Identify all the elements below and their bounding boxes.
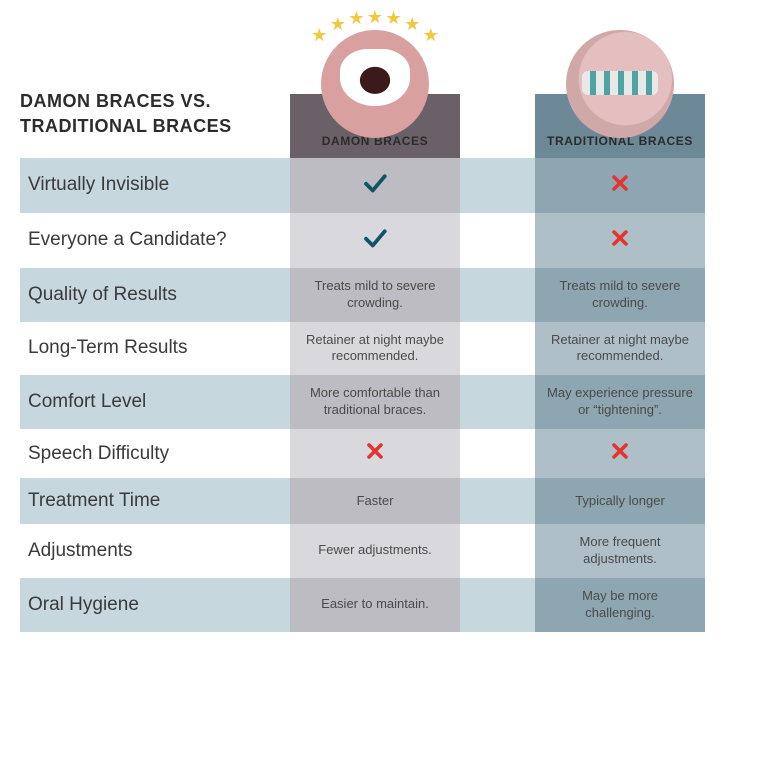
cell-text: May be more challenging. [535,578,705,632]
cross-icon [608,226,632,255]
trad-image [566,30,674,138]
feature-label: Everyone a Candidate? [20,213,290,268]
feature-label: Oral Hygiene [20,578,290,632]
feature-label: Quality of Results [20,268,290,322]
star-icon: ★ [386,9,402,27]
header-row: DAMON BRACES VS. TRADITIONAL BRACES ★ ★ … [20,30,748,158]
star-icon: ★ [367,8,383,26]
table-row: Virtually Invisible [20,158,748,213]
feature-label: Long-Term Results [20,322,290,376]
star-icon: ★ [404,15,420,33]
check-icon [360,223,390,258]
table-row: Everyone a Candidate? [20,213,748,268]
table-row: Long-Term ResultsRetainer at night maybe… [20,322,748,376]
cell-text: Retainer at night maybe recommended. [535,322,705,376]
row-gap [460,322,535,376]
cell-icon [290,429,460,478]
cross-icon [608,171,632,200]
cell-text: Typically longer [535,478,705,524]
cell-icon [290,213,460,268]
cell-text: Easier to maintain. [290,578,460,632]
page-title: DAMON BRACES VS. TRADITIONAL BRACES [20,89,290,158]
cross-icon [363,439,387,468]
row-gap [460,213,535,268]
star-icon: ★ [348,9,364,27]
cell-icon [535,158,705,213]
cell-icon [535,213,705,268]
table-row: Speech Difficulty [20,429,748,478]
comparison-table: DAMON BRACES VS. TRADITIONAL BRACES ★ ★ … [0,0,768,652]
cell-text: More comfortable than traditional braces… [290,375,460,429]
row-gap [460,578,535,632]
table-row: Comfort LevelMore comfortable than tradi… [20,375,748,429]
row-gap [460,478,535,524]
cell-text: Faster [290,478,460,524]
row-gap [460,429,535,478]
table-row: Treatment TimeFaster Typically longer [20,478,748,524]
cell-text: Treats mild to severe crowding. [290,268,460,322]
star-icon: ★ [311,26,327,44]
row-gap [460,375,535,429]
row-gap [460,268,535,322]
check-icon [360,168,390,203]
cell-text: Treats mild to severe crowding. [535,268,705,322]
star-rating: ★ ★ ★ ★ ★ ★ ★ [312,8,438,28]
feature-label: Treatment Time [20,478,290,524]
row-gap [460,524,535,578]
cell-text: May experience pressure or “tightening”. [535,375,705,429]
star-icon: ★ [423,26,439,44]
cell-text: Retainer at night maybe recommended. [290,322,460,376]
column-header-damon: ★ ★ ★ ★ ★ ★ ★ DAMON BRACES [290,30,460,158]
feature-label: Adjustments [20,524,290,578]
cell-text: Fewer adjustments. [290,524,460,578]
table-row: Oral HygieneEasier to maintain. May be mo… [20,578,748,632]
cell-icon [290,158,460,213]
row-gap [460,158,535,213]
table-row: Quality of ResultsTreats mild to severe … [20,268,748,322]
rows-container: Virtually InvisibleEveryone a Candidate?… [20,158,748,632]
star-icon: ★ [330,15,346,33]
column-header-trad: TRADITIONAL BRACES [535,30,705,158]
damon-image [321,30,429,138]
cross-icon [608,439,632,468]
cell-icon [535,429,705,478]
cell-text: More frequent adjustments. [535,524,705,578]
feature-label: Comfort Level [20,375,290,429]
table-row: AdjustmentsFewer adjustments. More freque… [20,524,748,578]
feature-label: Speech Difficulty [20,429,290,478]
feature-label: Virtually Invisible [20,158,290,213]
